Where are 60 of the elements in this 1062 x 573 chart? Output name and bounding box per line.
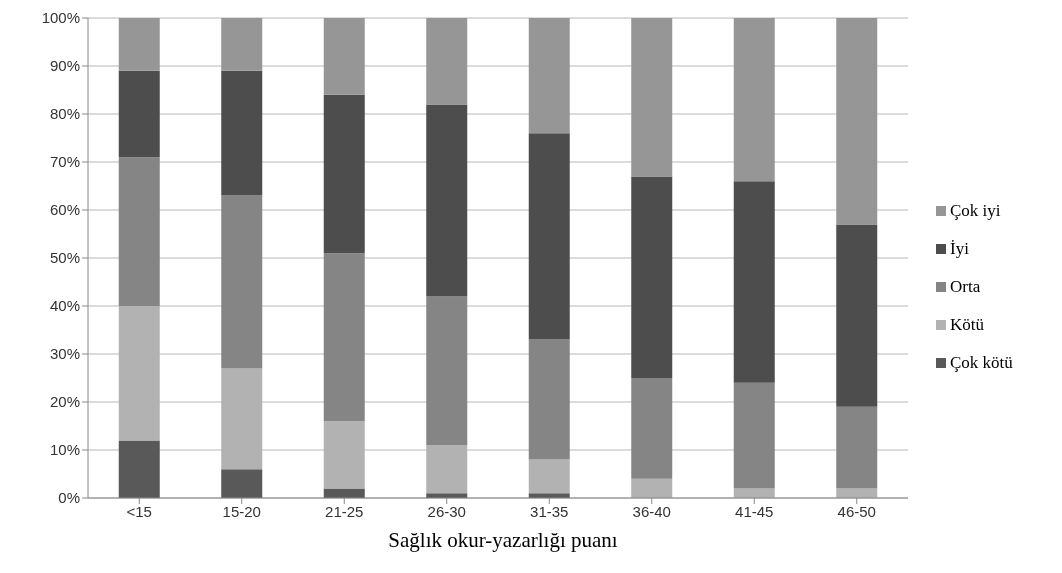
bar [631, 378, 673, 479]
bar [118, 440, 160, 498]
legend-label: Kötü [950, 314, 984, 335]
bar [631, 478, 673, 498]
y-tick-label: 60% [49, 201, 80, 219]
x-tick-label: 15-20 [222, 502, 261, 520]
bar [221, 18, 263, 71]
bar [733, 382, 775, 489]
bar [631, 18, 673, 177]
bar [426, 18, 468, 105]
y-tick-label: 20% [49, 393, 80, 411]
y-tick-label: 30% [49, 345, 80, 363]
bar [118, 306, 160, 441]
bar [836, 18, 878, 225]
y-tick-label: 10% [49, 441, 80, 459]
bar [733, 488, 775, 498]
x-axis-title: Sağlık okur-yazarlığı puanı [387, 528, 619, 553]
bar [323, 421, 365, 489]
bar [118, 70, 160, 158]
bar [221, 195, 263, 369]
bar [323, 488, 365, 498]
bar [426, 104, 468, 297]
bar [631, 176, 673, 378]
bar [426, 445, 468, 494]
bar [733, 18, 775, 182]
bar [528, 133, 570, 340]
y-tick-label: 90% [49, 57, 80, 75]
y-tick-label: 70% [49, 153, 80, 171]
x-tick-label: 46-50 [837, 502, 876, 520]
bar [323, 18, 365, 95]
bar [323, 253, 365, 422]
bar [221, 368, 263, 470]
y-tick-label: 80% [49, 105, 80, 123]
bar [528, 459, 570, 494]
bar [221, 469, 263, 498]
x-tick-label: 31-35 [530, 502, 569, 520]
bar [221, 70, 263, 196]
bar [836, 406, 878, 489]
y-tick-label: 0% [58, 489, 80, 507]
bar [528, 339, 570, 460]
x-tick-label: 26-30 [427, 502, 466, 520]
x-tick-label: <15 [126, 502, 152, 520]
y-tick-label: 40% [49, 297, 80, 315]
bar [836, 224, 878, 407]
bar [118, 157, 160, 306]
x-tick-label: 21-25 [325, 502, 364, 520]
bar [836, 488, 878, 498]
bar [528, 18, 570, 134]
bar [118, 18, 160, 71]
legend-label: Çok iyi [950, 200, 1001, 221]
y-tick-label: 100% [41, 9, 80, 27]
legend-label: Orta [950, 276, 981, 297]
y-tick-label: 50% [49, 249, 80, 267]
legend-label: İyi [950, 238, 969, 259]
bar [323, 94, 365, 254]
x-tick-label: 36-40 [632, 502, 671, 520]
bar [733, 181, 775, 383]
x-tick-label: 41-45 [735, 502, 774, 520]
legend-label: Çok kötü [950, 352, 1013, 373]
bar [426, 296, 468, 446]
